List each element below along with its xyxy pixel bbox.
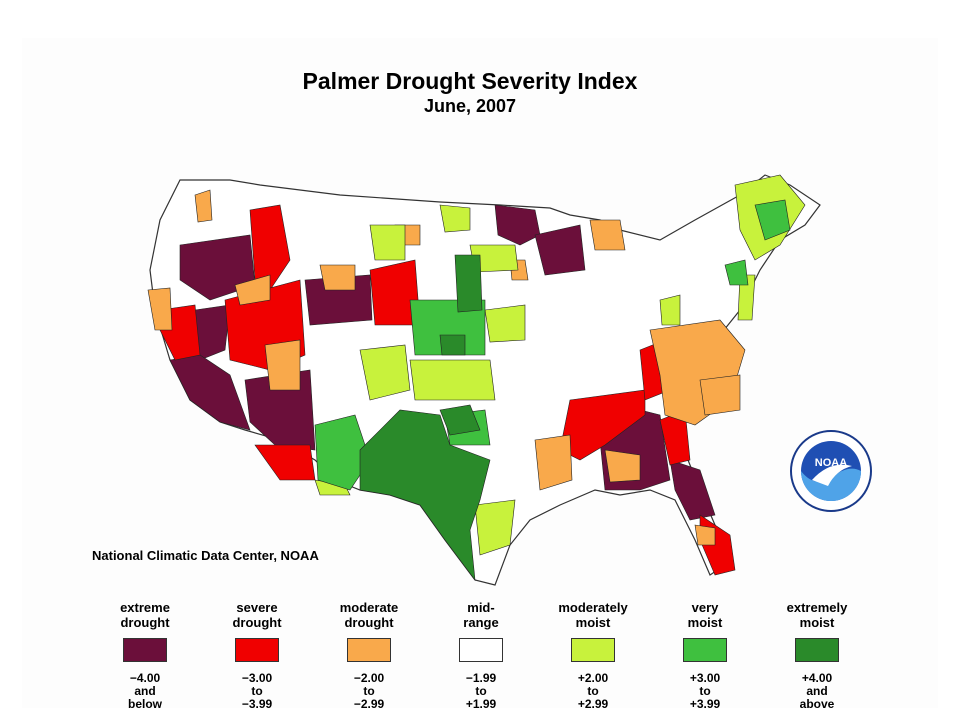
legend-item: mid- range −1.99 to +1.99 <box>436 600 526 711</box>
legend-swatch <box>683 638 727 662</box>
map-title: Palmer Drought Severity Index <box>302 68 638 94</box>
legend-label: moderately moist <box>558 600 628 630</box>
moderate-drought-areas <box>147 189 746 546</box>
legend-swatch <box>347 638 391 662</box>
us-drought-map <box>147 174 821 586</box>
legend-swatch <box>459 638 503 662</box>
legend-item: moderately moist +2.00 to +2.99 <box>548 600 638 711</box>
legend-label: moderate drought <box>339 600 399 630</box>
legend-label: mid- range <box>463 600 499 630</box>
legend-range: +3.00 to +3.99 <box>689 671 721 711</box>
legend-item: extremely moist +4.00 and above <box>772 600 862 711</box>
legend-range: +2.00 to +2.99 <box>577 671 609 711</box>
legend-label: very moist <box>687 600 723 630</box>
legend-swatch <box>571 638 615 662</box>
noaa-logo: NOAA <box>790 430 872 512</box>
legend-range: −3.00 to −3.99 <box>241 671 273 711</box>
data-source-credit: National Climatic Data Center, NOAA <box>92 548 319 563</box>
legend-item: severe drought −3.00 to −3.99 <box>212 600 302 711</box>
legend-range: −1.99 to +1.99 <box>465 671 497 711</box>
legend-item: very moist +3.00 to +3.99 <box>660 600 750 711</box>
legend-item: moderate drought −2.00 to −2.99 <box>324 600 414 711</box>
legend-range: −2.00 to −2.99 <box>353 671 385 711</box>
legend-label: extreme drought <box>120 600 170 630</box>
legend-swatch <box>123 638 167 662</box>
legend-swatch <box>235 638 279 662</box>
legend-range: +4.00 and above <box>799 671 835 711</box>
map-subtitle: June, 2007 <box>423 96 517 116</box>
legend-item: extreme drought −4.00 and below <box>100 600 190 711</box>
extremely-moist-areas <box>359 254 491 582</box>
legend-label: extremely moist <box>786 600 848 630</box>
legend-label: severe drought <box>232 600 282 630</box>
svg-text:NOAA: NOAA <box>815 457 847 469</box>
legend-swatch <box>795 638 839 662</box>
legend-range: −4.00 and below <box>127 671 162 711</box>
